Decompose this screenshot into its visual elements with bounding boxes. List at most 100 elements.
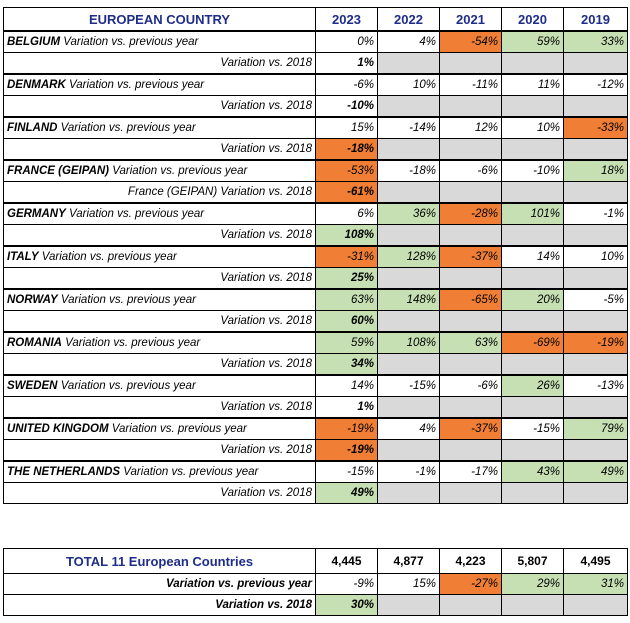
country-vs2018-row: Variation vs. 2018 49%: [3, 482, 628, 504]
row-label: France (GEIPAN) Variation vs. 2018: [3, 181, 316, 204]
row-label: Variation vs. 2018: [3, 267, 316, 290]
yoy-value: 108%: [377, 331, 440, 354]
yoy-value: 14%: [315, 374, 378, 397]
country-vs2018-row: Variation vs. 2018 1%: [3, 396, 628, 419]
yoy-value: -15%: [377, 374, 440, 397]
row-label: Variation vs. previous year: [111, 423, 247, 435]
country-row: NORWAY Variation vs. previous year 63% 148…: [3, 288, 628, 311]
row-label: Variation vs. 2018: [3, 52, 316, 75]
row-label: Variation vs. 2018: [3, 396, 316, 419]
empty-cell: [377, 52, 440, 75]
empty-cell: [377, 439, 440, 462]
row-label: Variation vs. previous year: [68, 208, 205, 220]
vs2018-value: 1%: [315, 396, 378, 419]
empty-cell: [563, 396, 628, 419]
yoy-value: 59%: [315, 331, 378, 354]
empty-cell: [439, 439, 502, 462]
empty-cell: [377, 267, 440, 290]
empty-cell: [377, 353, 440, 376]
yoy-value: 4%: [377, 417, 440, 440]
row-label: Variation vs. 2018: [3, 138, 316, 161]
country-label: SWEDEN Variation vs. previous year: [3, 374, 316, 397]
yoy-value: 14%: [501, 245, 564, 268]
yoy-value: 79%: [563, 417, 628, 440]
empty-cell: [501, 224, 564, 247]
empty-cell: [563, 224, 628, 247]
total-yoy-row: Variation vs. previous year -9% 15% -27%…: [3, 573, 628, 595]
yoy-value: -6%: [315, 73, 378, 96]
country-row: ROMANIA Variation vs. previous year 59% 10…: [3, 331, 628, 354]
vs2018-value: 108%: [315, 224, 378, 247]
country-name: NORWAY: [7, 294, 58, 306]
total-yoy-value: 31%: [563, 573, 628, 595]
country-vs2018-row: France (GEIPAN) Variation vs. 2018 -61%: [3, 181, 628, 204]
total-count: 4,223: [439, 548, 502, 574]
country-vs2018-row: Variation vs. 2018 -10%: [3, 95, 628, 118]
empty-cell: [563, 482, 628, 504]
yoy-value: -65%: [439, 288, 502, 311]
country-row: FINLAND Variation vs. previous year 15% -1…: [3, 116, 628, 139]
column-header-country: EUROPEAN COUNTRY: [3, 7, 316, 32]
empty-cell: [563, 353, 628, 376]
total-table: TOTAL 11 European Countries 4,445 4,877 …: [3, 548, 628, 616]
yoy-value: -37%: [439, 417, 502, 440]
yoy-value: -1%: [377, 460, 440, 483]
country-vs2018-row: Variation vs. 2018 -19%: [3, 439, 628, 462]
yoy-value: 43%: [501, 460, 564, 483]
empty-cell: [501, 396, 564, 419]
empty-cell: [501, 594, 564, 616]
country-vs2018-row: Variation vs. 2018 1%: [3, 52, 628, 75]
empty-cell: [563, 138, 628, 161]
empty-cell: [501, 353, 564, 376]
empty-cell: [563, 181, 628, 204]
empty-cell: [377, 310, 440, 333]
yoy-value: -54%: [439, 30, 502, 53]
total-yoy-value: -9%: [315, 573, 378, 595]
yoy-value: -33%: [563, 116, 628, 139]
empty-cell: [563, 310, 628, 333]
country-label: ROMANIA Variation vs. previous year: [3, 331, 316, 354]
yoy-value: -53%: [315, 159, 378, 182]
empty-cell: [439, 482, 502, 504]
empty-cell: [439, 594, 502, 616]
total-count-row: TOTAL 11 European Countries 4,445 4,877 …: [3, 548, 628, 574]
row-label: Variation vs. previous year: [63, 36, 199, 48]
country-row: FRANCE (GEIPAN) Variation vs. previous y…: [3, 159, 628, 182]
country-name: SWEDEN: [7, 380, 58, 392]
yoy-value: 12%: [439, 116, 502, 139]
country-row: UNITED KINGDOM Variation vs. previous ye…: [3, 417, 628, 440]
total-yoy-value: -27%: [439, 573, 502, 595]
yoy-value: 101%: [501, 202, 564, 225]
country-row: BELGIUM Variation vs. previous year 0% 4% -…: [3, 30, 628, 53]
empty-cell: [377, 594, 440, 616]
country-name: FINLAND: [7, 122, 58, 134]
total-count: 4,877: [377, 548, 440, 574]
empty-cell: [377, 181, 440, 204]
total-count: 4,445: [315, 548, 378, 574]
country-name: GERMANY: [7, 208, 66, 220]
column-header-2022: 2022: [377, 7, 440, 32]
total-count: 5,807: [501, 548, 564, 574]
vs2018-value: 49%: [315, 482, 378, 504]
total-vs2018-row: Variation vs. 2018 30%: [3, 594, 628, 616]
yoy-value: -18%: [377, 159, 440, 182]
country-name: ROMANIA: [7, 337, 62, 349]
row-label: Variation vs. 2018: [3, 310, 316, 333]
yoy-value: 10%: [501, 116, 564, 139]
total-yoy-value: 29%: [501, 573, 564, 595]
total-title: TOTAL 11 European Countries: [3, 548, 316, 574]
yoy-value: 18%: [563, 159, 628, 182]
vs2018-value: -19%: [315, 439, 378, 462]
yoy-value: -31%: [315, 245, 378, 268]
total-yoy-value: 15%: [377, 573, 440, 595]
row-label: Variation vs. 2018: [3, 439, 316, 462]
vs2018-value: 25%: [315, 267, 378, 290]
country-name: BELGIUM: [7, 36, 61, 48]
vs2018-value: -18%: [315, 138, 378, 161]
row-label: Variation vs. previous year: [41, 251, 177, 263]
country-row: THE NETHERLANDS Variation vs. previous y…: [3, 460, 628, 483]
row-label: Variation vs. previous year: [60, 122, 196, 134]
yoy-value: -15%: [315, 460, 378, 483]
yoy-value: -19%: [315, 417, 378, 440]
empty-cell: [563, 594, 628, 616]
